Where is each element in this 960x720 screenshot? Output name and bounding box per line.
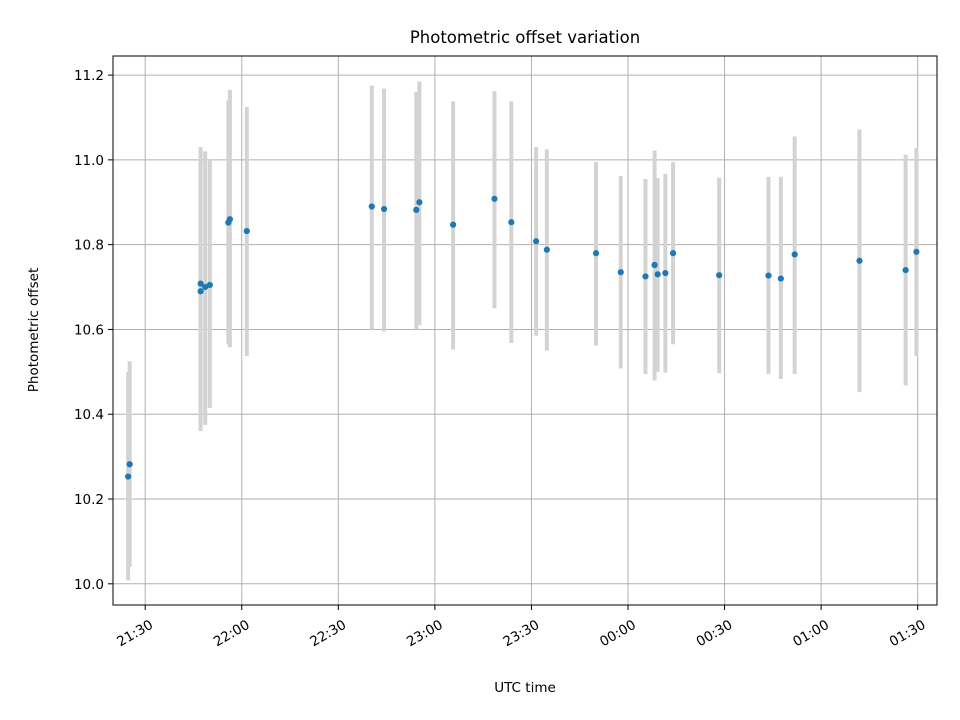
y-tick-label: 10.8: [74, 238, 104, 254]
x-axis-label: UTC time: [494, 680, 556, 696]
y-tick-label: 10.4: [74, 407, 104, 423]
data-point: [491, 195, 498, 202]
data-point: [791, 251, 798, 258]
data-point: [777, 275, 784, 282]
data-point: [654, 271, 661, 278]
y-axis-ticks: 10.0 10.2 10.4 10.6 10.8 11.0 11.2: [74, 68, 113, 593]
data-point: [669, 250, 677, 257]
data-point: [197, 288, 204, 295]
y-axis-label: Photometric offset: [26, 268, 42, 392]
data-point: [226, 216, 233, 223]
data-point: [368, 203, 375, 210]
data-point: [380, 205, 388, 213]
data-point: [416, 199, 423, 206]
data-point: [533, 238, 540, 245]
data-point: [125, 473, 132, 480]
data-point: [202, 283, 209, 291]
data-point: [543, 246, 550, 253]
y-tick-label: 11.0: [74, 153, 104, 169]
data-points: [125, 195, 920, 480]
data-point: [902, 266, 909, 274]
data-point: [651, 261, 658, 269]
data-point: [617, 269, 624, 276]
data-point: [206, 281, 213, 289]
data-point: [592, 250, 600, 257]
data-point: [765, 272, 772, 279]
chart-title: Photometric offset variation: [410, 28, 640, 47]
data-point: [508, 219, 515, 226]
grid: [113, 56, 937, 605]
plot-frame: [112, 55, 938, 606]
y-tick-label: 10.6: [74, 322, 104, 338]
data-point: [197, 280, 204, 287]
y-tick-label: 10.2: [74, 492, 104, 508]
data-point: [413, 206, 420, 213]
data-point: [642, 273, 649, 280]
data-point: [126, 461, 133, 468]
data-point: [716, 272, 723, 279]
plot-area: [113, 56, 937, 605]
data-point: [856, 257, 863, 264]
data-point: [450, 221, 457, 228]
y-tick-label: 11.2: [74, 68, 104, 84]
data-point: [913, 248, 920, 255]
data-point: [662, 269, 669, 277]
y-tick-label: 10.0: [74, 577, 104, 593]
data-point: [243, 227, 250, 235]
